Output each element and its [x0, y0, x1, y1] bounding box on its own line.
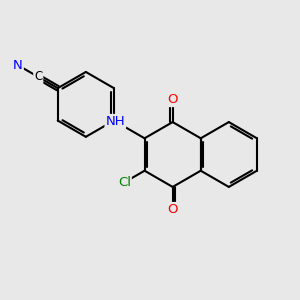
Text: O: O: [167, 203, 178, 216]
Text: Cl: Cl: [118, 176, 131, 189]
Text: C: C: [34, 70, 42, 83]
Text: NH: NH: [106, 115, 125, 128]
Text: N: N: [13, 59, 23, 72]
Text: O: O: [167, 93, 178, 106]
